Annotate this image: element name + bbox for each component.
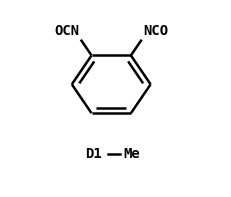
- Text: D1: D1: [85, 147, 102, 161]
- Text: NCO: NCO: [143, 24, 169, 38]
- Text: OCN: OCN: [54, 24, 79, 38]
- Text: Me: Me: [124, 147, 140, 161]
